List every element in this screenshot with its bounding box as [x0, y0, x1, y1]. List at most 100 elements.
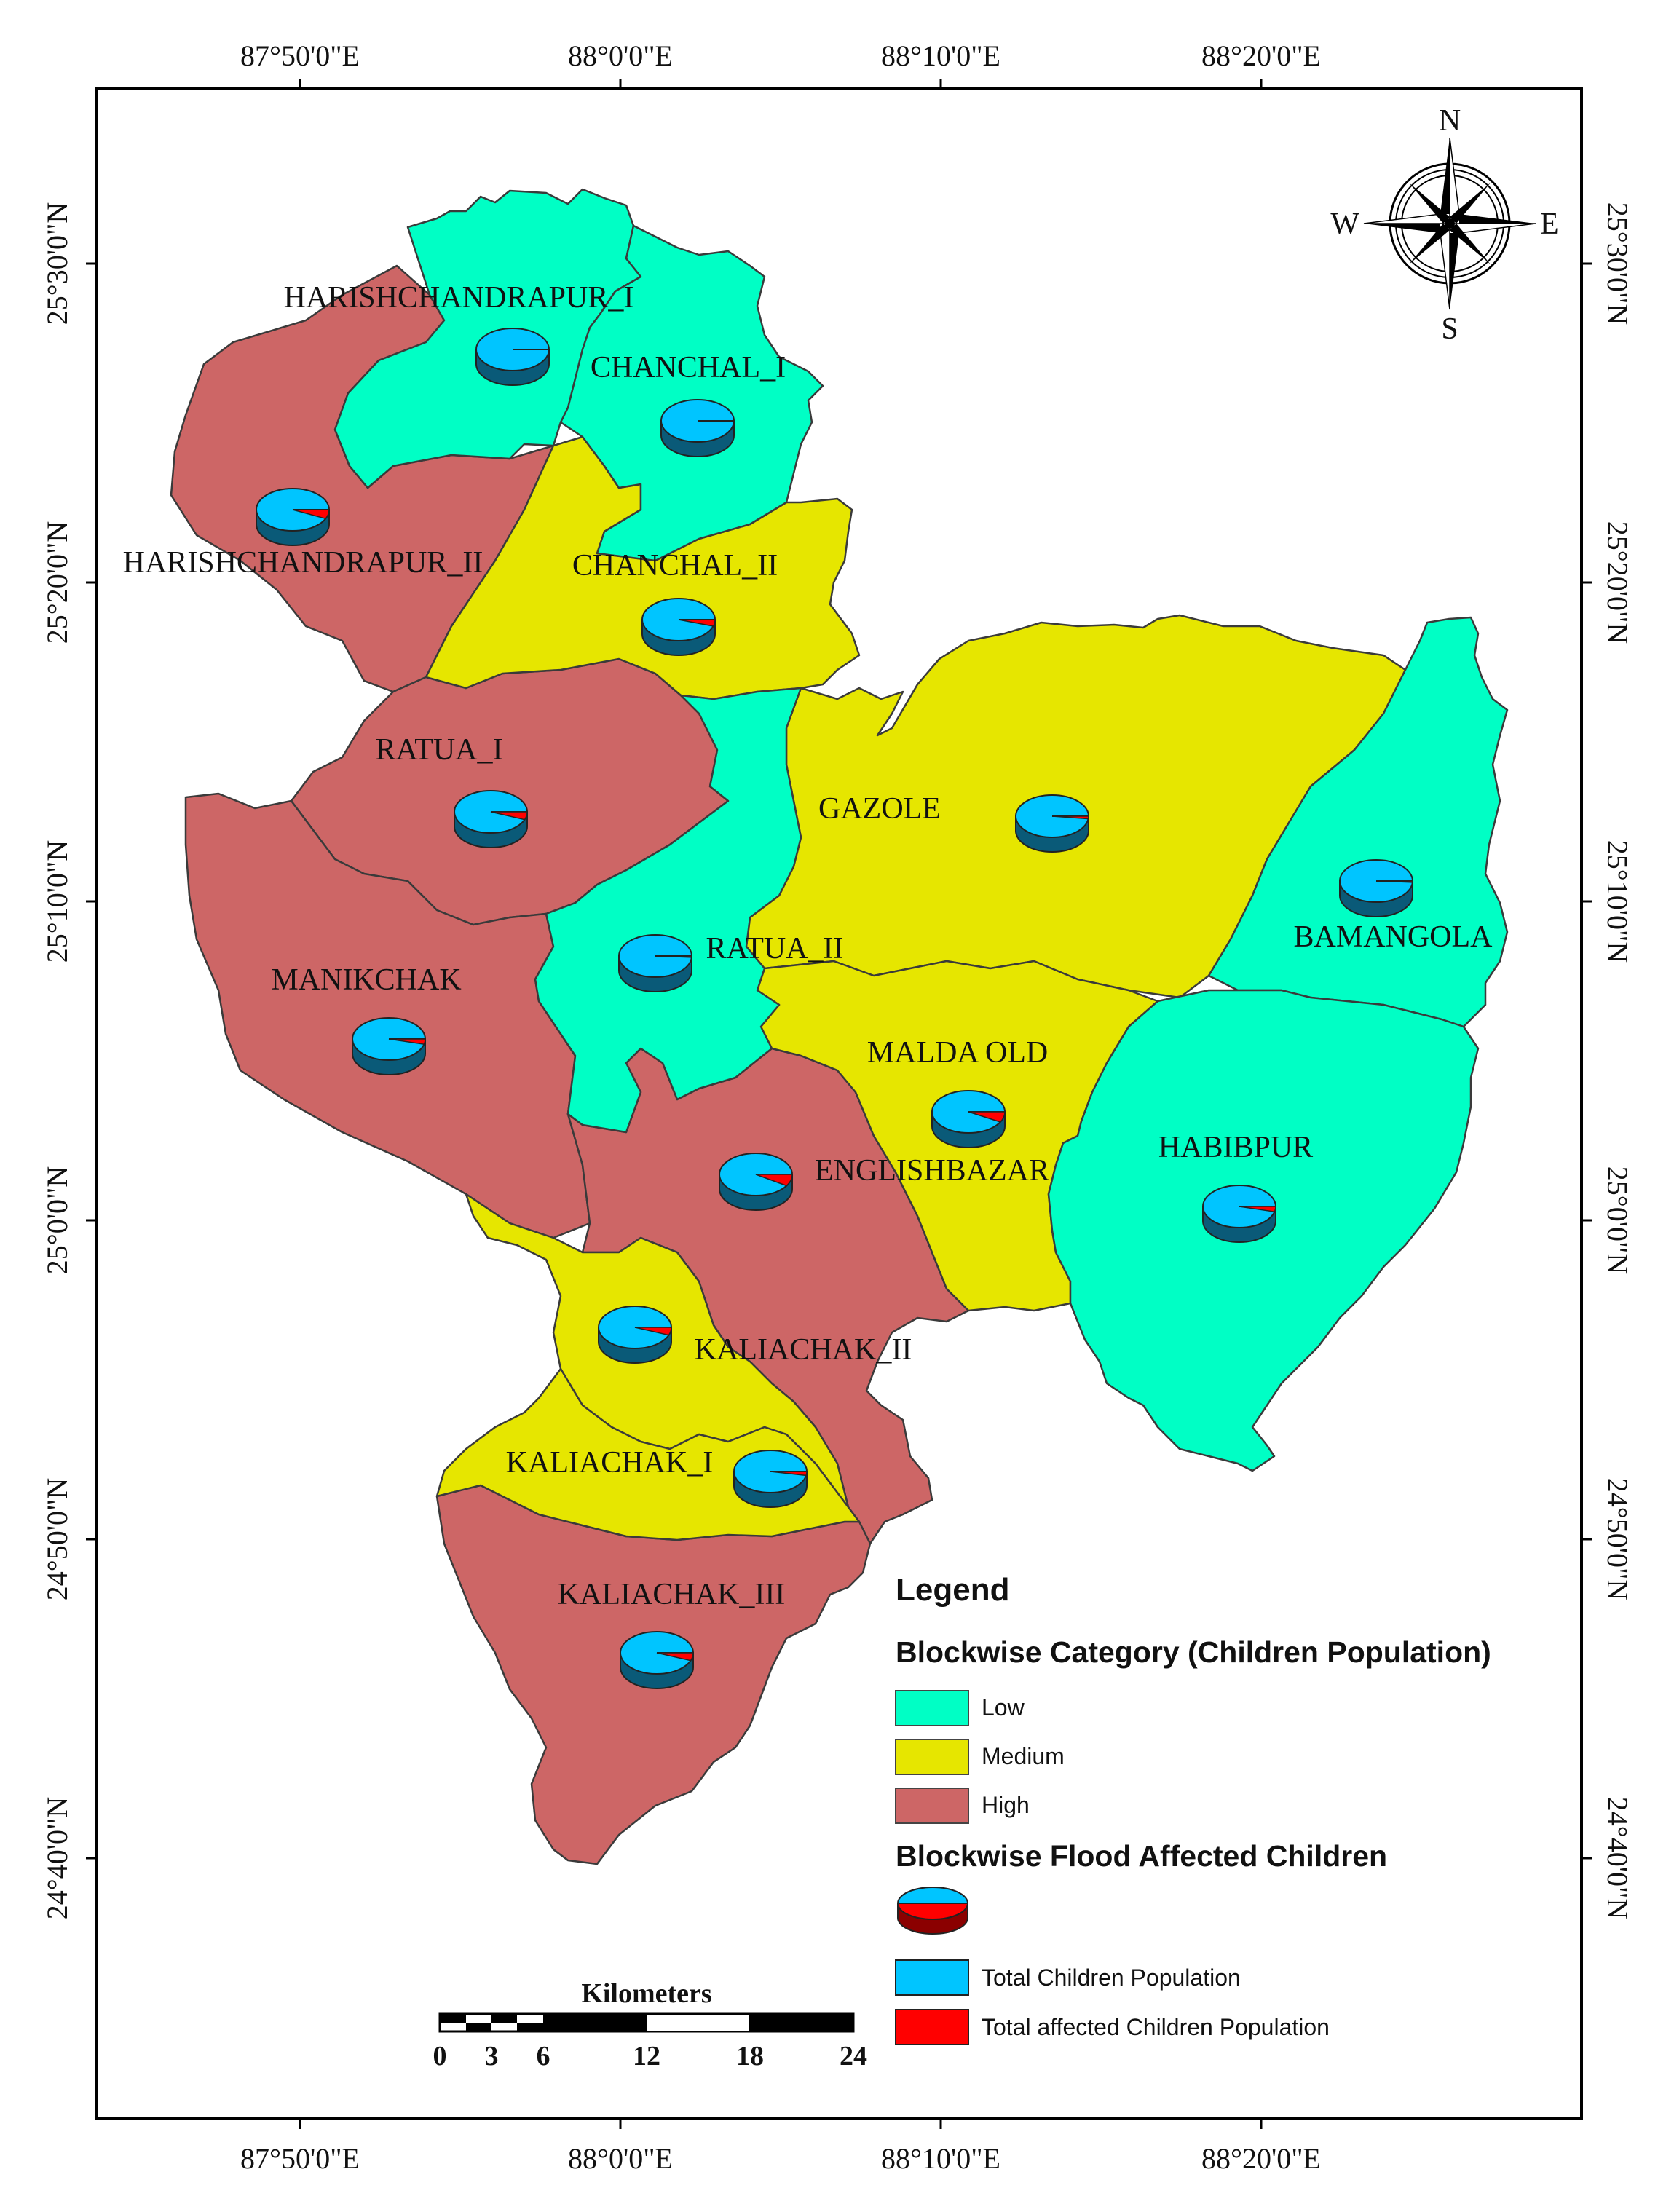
lon-label: 88°0'0"E [568, 39, 673, 72]
lat-label: 25°20'0"N [41, 521, 74, 644]
block-label-habibpur: HABIBPUR [1158, 1131, 1313, 1164]
legend-swatch-total [895, 1959, 969, 1996]
legend-swatch-medium [895, 1739, 969, 1775]
lat-label: 25°0'0"N [1601, 1166, 1634, 1274]
scale-title: Kilometers [581, 1978, 711, 2009]
scale-tick-6: 6 [537, 2041, 550, 2071]
lon-label: 88°20'0"E [1201, 39, 1321, 72]
pie-symbols [256, 328, 1413, 1689]
lat-label: 25°10'0"N [1601, 840, 1634, 963]
pie-affected-slice [1239, 1206, 1276, 1213]
pie-habibpur [1202, 1185, 1276, 1243]
pie-affected-slice [678, 619, 716, 627]
scale-tick-18: 18 [736, 2041, 764, 2071]
legend-label-affected: Total affected Children Population [982, 2014, 1330, 2040]
block-label-kaliachak-i: KALIACHAK_I [506, 1446, 714, 1480]
block-label-chanchal-ii: CHANCHAL_II [572, 549, 778, 582]
legend-label-medium: Medium [982, 1743, 1065, 1769]
lat-label: 25°0'0"N [41, 1166, 74, 1274]
pie-ratua-i [454, 790, 528, 848]
pie-affected-slice [292, 509, 330, 520]
lon-label: 87°50'0"E [240, 39, 360, 72]
block-label-ratua-i: RATUA_I [376, 733, 503, 767]
scale-tick-24: 24 [840, 2041, 867, 2071]
pie-harishchandrapur-i [475, 328, 550, 386]
lon-labels-bottom: 87°50'0"E 88°0'0"E 88°10'0"E 88°20'0"E [240, 2142, 1321, 2175]
pie-affected-slice [770, 1471, 808, 1477]
block-label-gazole: GAZOLE [818, 792, 941, 826]
lon-label: 87°50'0"E [240, 2142, 360, 2175]
pie-affected-slice [1375, 880, 1413, 883]
lat-labels-right: 25°30'0"N 25°20'0"N 25°10'0"N 25°0'0"N 2… [1601, 202, 1634, 1919]
lat-label: 24°40'0"N [1601, 1797, 1634, 1919]
pie-malda-old [931, 1090, 1006, 1148]
pie-bamangola [1339, 859, 1413, 917]
pie-kaliachak-ii [598, 1306, 672, 1364]
legend: Legend Blockwise Category (Children Popu… [895, 1572, 1491, 2045]
compass-w: W [1330, 208, 1359, 241]
block-chanchal-i [559, 224, 824, 562]
pie-harishchandrapur-ii [256, 488, 330, 546]
compass-n: N [1439, 104, 1461, 138]
compass-s: S [1441, 312, 1458, 346]
lat-ticks-left [86, 262, 96, 1860]
scale-tick-12: 12 [633, 2041, 660, 2071]
legend-label-low: Low [982, 1694, 1025, 1721]
block-label-harishchandrapur-i: HARISHCHANDRAPUR_I [284, 281, 634, 315]
legend-title: Legend [896, 1572, 1009, 1608]
pie-affected-slice [490, 811, 528, 821]
north-arrow-icon: N S E W [1330, 104, 1558, 346]
lon-ticks-bottom [299, 2119, 1263, 2129]
scale-bar: Kilometers 0 3 6 12 18 24 [433, 1978, 868, 2071]
legend-swatch-high [895, 1788, 969, 1824]
block-label-ratua-ii: RATUA_II [706, 932, 844, 965]
lat-labels-left: 25°30'0"N 25°20'0"N 25°10'0"N 25°0'0"N 2… [41, 202, 74, 1919]
legend-category-heading: Blockwise Category (Children Population) [896, 1635, 1491, 1669]
pie-affected-slice [1051, 815, 1089, 820]
legend-label-high: High [982, 1792, 1030, 1818]
block-label-manikchak: MANIKCHAK [271, 963, 461, 997]
lat-label: 24°50'0"N [1601, 1478, 1634, 1600]
scale-tick-3: 3 [485, 2041, 499, 2071]
block-label-malda-old: MALDA OLD [867, 1036, 1049, 1070]
scale-tick-0: 0 [433, 2041, 447, 2071]
pie-kaliachak-iii [620, 1631, 694, 1689]
block-labels: HARISHCHANDRAPUR_I CHANCHAL_I HARISHCHAN… [123, 281, 1493, 1611]
block-label-kaliachak-ii: KALIACHAK_II [695, 1333, 912, 1367]
legend-flood-heading: Blockwise Flood Affected Children [896, 1839, 1387, 1873]
block-label-chanchal-i: CHANCHAL_I [591, 351, 786, 384]
block-label-englishbazar: ENGLISHBAZAR [815, 1154, 1049, 1188]
pie-englishbazar [719, 1153, 793, 1211]
pie-manikchak [352, 1017, 426, 1075]
lat-ticks-right [1582, 262, 1592, 1860]
pie-ratua-ii [618, 934, 692, 992]
lon-label: 88°10'0"E [881, 39, 1000, 72]
lon-label: 88°20'0"E [1201, 2142, 1321, 2175]
pie-affected-slice [388, 1038, 426, 1046]
lat-label: 24°40'0"N [41, 1797, 74, 1919]
legend-label-total: Total Children Population [982, 1964, 1241, 1991]
legend-pie-icon [896, 1887, 969, 1935]
lat-label: 25°30'0"N [1601, 202, 1634, 325]
compass-e: E [1540, 208, 1559, 241]
pie-chanchal-ii [641, 598, 716, 656]
block-ratua-ii [534, 687, 802, 1134]
pie-affected-slice [655, 955, 692, 958]
pie-kaliachak-i [733, 1450, 808, 1508]
lat-label: 25°20'0"N [1601, 521, 1634, 644]
block-label-bamangola: BAMANGOLA [1294, 920, 1493, 954]
lon-labels-top: 87°50'0"E 88°0'0"E 88°10'0"E 88°20'0"E [240, 39, 1321, 72]
pie-chanchal-i [660, 399, 735, 457]
lon-label: 88°10'0"E [881, 2142, 1000, 2175]
lon-label: 88°0'0"E [568, 2142, 673, 2175]
pie-affected-slice [755, 1174, 793, 1187]
lat-label: 25°10'0"N [41, 840, 74, 963]
lon-ticks-top [299, 79, 1263, 89]
block-bamangola [1207, 616, 1509, 1028]
pie-affected-slice [968, 1111, 1006, 1123]
legend-swatch-low [895, 1690, 969, 1726]
pie-gazole [1015, 794, 1089, 853]
block-label-harishchandrapur-ii: HARISHCHANDRAPUR_II [123, 546, 483, 580]
pie-affected-slice [656, 1652, 694, 1662]
